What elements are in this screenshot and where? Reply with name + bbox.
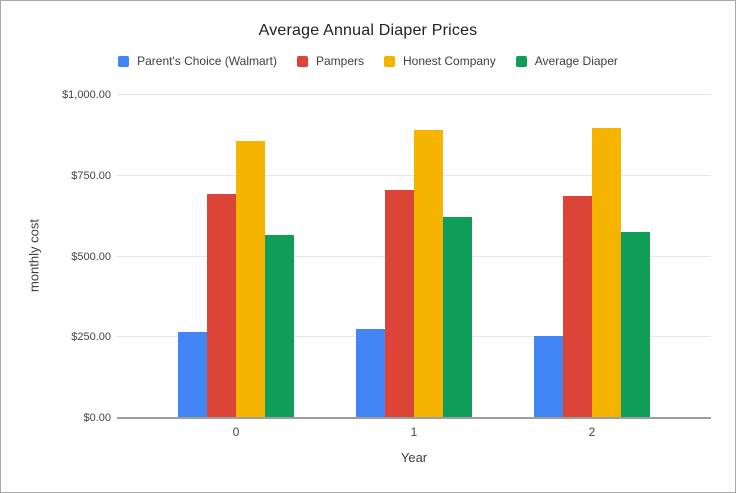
bar-honest-company-year-2 bbox=[592, 127, 621, 417]
chart-legend: Parent's Choice (Walmart) Pampers Honest C… bbox=[1, 54, 735, 68]
bar-honest-company-year-1 bbox=[414, 129, 443, 417]
y-gridline bbox=[117, 94, 711, 95]
bar-pampers-year-1 bbox=[385, 189, 414, 417]
y-axis-tick-label: $750.00 bbox=[71, 169, 111, 182]
bar-honest-company-year-0 bbox=[236, 140, 265, 417]
bar-parents-choice-walmart-year-2 bbox=[534, 335, 563, 417]
y-axis-tick-label: $500.00 bbox=[71, 250, 111, 263]
x-axis-tick-label: 1 bbox=[410, 425, 418, 439]
legend-item-parents-choice-walmart: Parent's Choice (Walmart) bbox=[118, 54, 277, 68]
bar-parents-choice-walmart-year-1 bbox=[356, 328, 385, 417]
legend-color-swatch-parents-choice-walmart bbox=[118, 55, 130, 67]
legend-label: Average Diaper bbox=[534, 54, 618, 68]
x-axis-title: Year bbox=[400, 450, 428, 465]
bar-average-diaper-year-1 bbox=[443, 216, 472, 417]
x-axis-line bbox=[117, 417, 711, 419]
bar-pampers-year-2 bbox=[563, 196, 592, 417]
bar-pampers-year-0 bbox=[207, 194, 236, 417]
y-axis-tick-label: $250.00 bbox=[71, 331, 111, 344]
legend-item-pampers: Pampers bbox=[296, 54, 365, 68]
x-axis-tick-label: 2 bbox=[588, 425, 596, 439]
x-axis-tick-label: 0 bbox=[232, 425, 240, 439]
legend-color-swatch-average-diaper bbox=[515, 55, 527, 67]
legend-item-average-diaper: Average Diaper bbox=[515, 54, 618, 68]
chart-title: Average Annual Diaper Prices bbox=[258, 22, 478, 39]
legend-color-swatch-honest-company bbox=[384, 55, 396, 67]
legend-item-honest-company: Honest Company bbox=[384, 54, 496, 68]
bar-average-diaper-year-2 bbox=[621, 231, 650, 417]
legend-label: Pampers bbox=[315, 54, 365, 68]
y-axis-tick-label: $0.00 bbox=[83, 412, 111, 424]
bar-parents-choice-walmart-year-0 bbox=[178, 332, 207, 417]
y-axis-title: monthly cost bbox=[26, 219, 42, 292]
legend-color-swatch-pampers bbox=[296, 55, 308, 67]
y-axis-tick-label: $1,000.00 bbox=[62, 89, 111, 101]
legend-label: Honest Company bbox=[403, 54, 496, 68]
legend-label: Parent's Choice (Walmart) bbox=[137, 54, 277, 68]
bar-average-diaper-year-0 bbox=[265, 234, 294, 417]
